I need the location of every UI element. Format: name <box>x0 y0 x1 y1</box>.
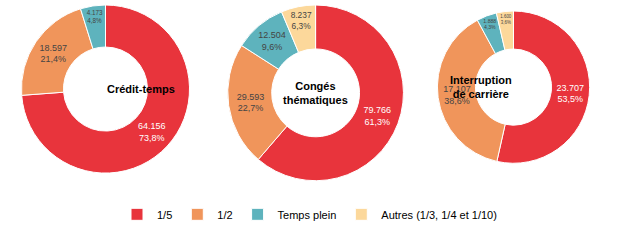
svg-text:Autres (1/3, 1/4 et 1/10): Autres (1/3, 1/4 et 1/10) <box>381 209 497 221</box>
svg-text:29.59322,7%: 29.59322,7% <box>237 92 265 114</box>
svg-text:23.70753,5%: 23.70753,5% <box>556 83 584 105</box>
svg-text:Temps plein: Temps plein <box>278 209 337 221</box>
svg-text:Interruptionde carrière: Interruptionde carrière <box>450 74 512 100</box>
svg-text:12.5049,6%: 12.5049,6% <box>258 30 286 52</box>
svg-text:79.76661,3%: 79.76661,3% <box>364 105 392 127</box>
svg-text:18.59721,4%: 18.59721,4% <box>40 43 68 65</box>
svg-text:1/2: 1/2 <box>217 209 232 221</box>
svg-text:1.8884,3%: 1.8884,3% <box>483 18 496 31</box>
svg-text:17.10738,6%: 17.10738,6% <box>443 84 471 106</box>
svg-text:64.15673,8%: 64.15673,8% <box>138 121 166 143</box>
svg-text:4.1734,8%: 4.1734,8% <box>87 9 103 24</box>
svg-text:Congésthématiques: Congésthématiques <box>283 80 348 106</box>
svg-text:Crédit-temps: Crédit-temps <box>107 83 175 95</box>
svg-text:1/5: 1/5 <box>157 209 172 221</box>
svg-text:8.2376,3%: 8.2376,3% <box>291 10 312 31</box>
svg-text:1.6003,6%: 1.6003,6% <box>500 14 512 25</box>
